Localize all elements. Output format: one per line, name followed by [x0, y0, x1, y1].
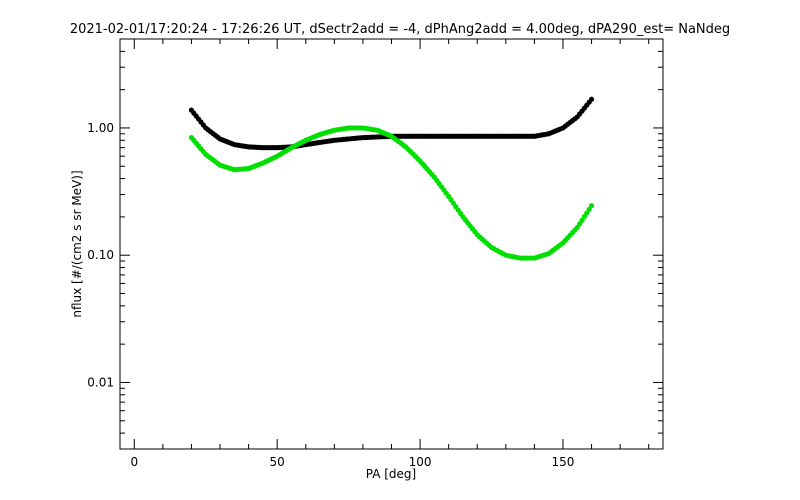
y-tick-label: 0.10: [87, 248, 114, 262]
axes: 0 50 100 150 0.01 0.10 1.00: [87, 38, 663, 469]
series-0: [188, 96, 595, 151]
data-point: [588, 203, 595, 209]
x-tick-label: 50: [270, 455, 285, 469]
x-tick-label: 100: [409, 455, 432, 469]
chart-title: 2021-02-01/17:20:24 - 17:26:26 UT, dSect…: [70, 22, 730, 37]
data-point: [588, 96, 595, 102]
x-tick-label: 150: [552, 455, 575, 469]
series-1: [188, 125, 595, 261]
y-axis-label: nflux [#/(cm2 s sr MeV)]: [70, 170, 84, 317]
x-tick-label: 0: [130, 455, 138, 469]
plot-frame: [119, 38, 664, 450]
y-tick-label: 0.01: [87, 375, 114, 389]
y-tick-label: 1.00: [87, 121, 114, 135]
series-layer: [188, 96, 595, 261]
x-axis-label: PA [deg]: [366, 467, 416, 481]
